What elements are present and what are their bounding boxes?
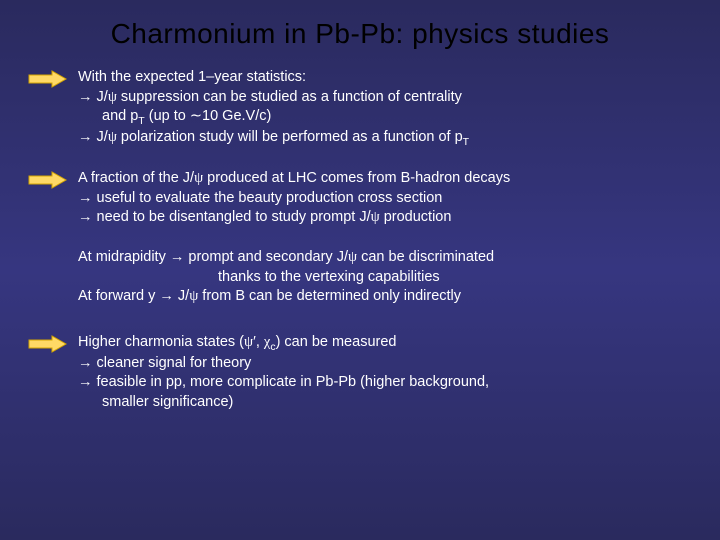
- content-block: At midrapidity → prompt and secondary J/…: [30, 248, 690, 307]
- text-line: → feasible in pp, more complicate in Pb-…: [78, 373, 690, 393]
- text-line: → J/ψ suppression can be studied as a fu…: [78, 88, 690, 108]
- content-block: Higher charmonia states (ψ′, χc) can be …: [30, 333, 690, 413]
- text-line: → useful to evaluate the beauty producti…: [78, 189, 690, 209]
- text-line: thanks to the vertexing capabilities: [78, 268, 690, 288]
- text-line: Higher charmonia states (ψ′, χc) can be …: [78, 333, 690, 354]
- text-line: With the expected 1–year statistics:: [78, 68, 690, 88]
- text-line: → J/ψ polarization study will be perform…: [78, 128, 690, 149]
- text-line: and pT (up to ∼10 Ge.V/c): [78, 107, 690, 128]
- text-line: → need to be disentangled to study promp…: [78, 208, 690, 228]
- text-line: smaller significance): [78, 393, 690, 413]
- text-line: A fraction of the J/ψ produced at LHC co…: [78, 169, 690, 189]
- bullet-arrow-icon: [28, 70, 68, 88]
- content-area: With the expected 1–year statistics:→ J/…: [30, 68, 690, 412]
- text-line: At midrapidity → prompt and secondary J/…: [78, 248, 690, 268]
- bullet-arrow-icon: [28, 335, 68, 353]
- content-block: With the expected 1–year statistics:→ J/…: [30, 68, 690, 149]
- slide: Charmonium in Pb-Pb: physics studies Wit…: [0, 0, 720, 540]
- slide-title: Charmonium in Pb-Pb: physics studies: [30, 18, 690, 50]
- text-line: At forward y → J/ψ from B can be determi…: [78, 287, 690, 307]
- text-line: → cleaner signal for theory: [78, 354, 690, 374]
- bullet-arrow-icon: [28, 171, 68, 189]
- content-block: A fraction of the J/ψ produced at LHC co…: [30, 169, 690, 228]
